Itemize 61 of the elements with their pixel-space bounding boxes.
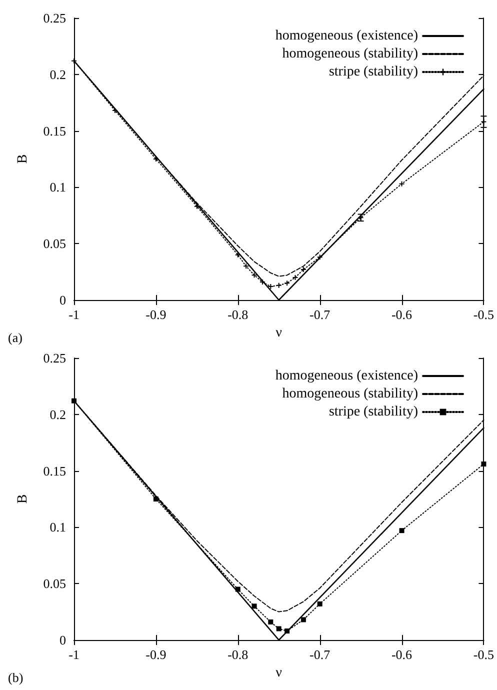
y-tick-label: 0.15 (43, 123, 66, 138)
point (317, 254, 322, 260)
x-tick-label: -1 (68, 307, 80, 322)
x-tick-label: -0.8 (228, 307, 248, 322)
legend-label: stripe (stability) (328, 404, 418, 420)
y-tick-label: 0.05 (43, 576, 66, 592)
point (268, 284, 274, 289)
point (268, 619, 274, 624)
y-tick-label: 0.05 (43, 236, 66, 252)
x-axis-title: ν (276, 665, 282, 680)
x-tick-label: -0.5 (473, 307, 494, 322)
y-tick-label: 0.2 (50, 406, 66, 422)
point (72, 398, 76, 404)
legend-label: homogeneous (existence) (275, 368, 418, 384)
y-tick-label: 0.1 (50, 180, 66, 195)
x-tick-label: -0.8 (228, 647, 248, 662)
point (300, 617, 306, 622)
y-axis-title: B (16, 154, 30, 164)
point (292, 274, 298, 280)
x-tick-label: -0.9 (146, 307, 166, 322)
legend-label: homogeneous (stability) (282, 386, 418, 402)
text: (a) (8, 330, 22, 345)
x-tick-label: -0.9 (146, 647, 166, 662)
point (300, 267, 306, 272)
legend-label: stripe (stability) (328, 64, 418, 80)
y-axis-title: B (16, 494, 30, 504)
point (153, 496, 158, 502)
point (252, 272, 257, 278)
y-tick-label: 0 (60, 292, 66, 308)
point (481, 462, 486, 467)
x-tick-label: -1 (68, 647, 80, 662)
point (244, 264, 249, 269)
point (284, 280, 290, 286)
point (276, 282, 282, 288)
legend-label: homogeneous (stability) (282, 46, 418, 62)
point (481, 119, 486, 124)
point (276, 626, 282, 632)
x-tick-label: -0.5 (473, 647, 494, 662)
point (284, 628, 290, 634)
y-tick-label: 0.2 (50, 66, 66, 82)
point (252, 604, 257, 609)
point (235, 252, 240, 258)
x-tick-label: -0.7 (310, 307, 331, 322)
point (399, 181, 404, 186)
y-tick-label: 0.1 (50, 520, 66, 535)
x-tick-label: -0.6 (391, 307, 413, 322)
y-tick-label: 0.25 (43, 10, 66, 26)
x-tick-label: -0.6 (391, 647, 413, 662)
y-tick-label: 0.15 (43, 463, 66, 478)
point (399, 528, 404, 534)
y-tick-label: 0 (60, 632, 66, 648)
x-tick-label: -0.7 (310, 647, 331, 662)
text: (b) (8, 670, 24, 685)
point (72, 58, 76, 64)
legend-label: homogeneous (existence) (275, 28, 418, 44)
x-axis-title: ν (276, 325, 282, 340)
point (235, 586, 240, 592)
point (317, 601, 322, 606)
point (112, 108, 118, 113)
y-tick-label: 0.25 (43, 350, 66, 366)
point (260, 279, 265, 284)
